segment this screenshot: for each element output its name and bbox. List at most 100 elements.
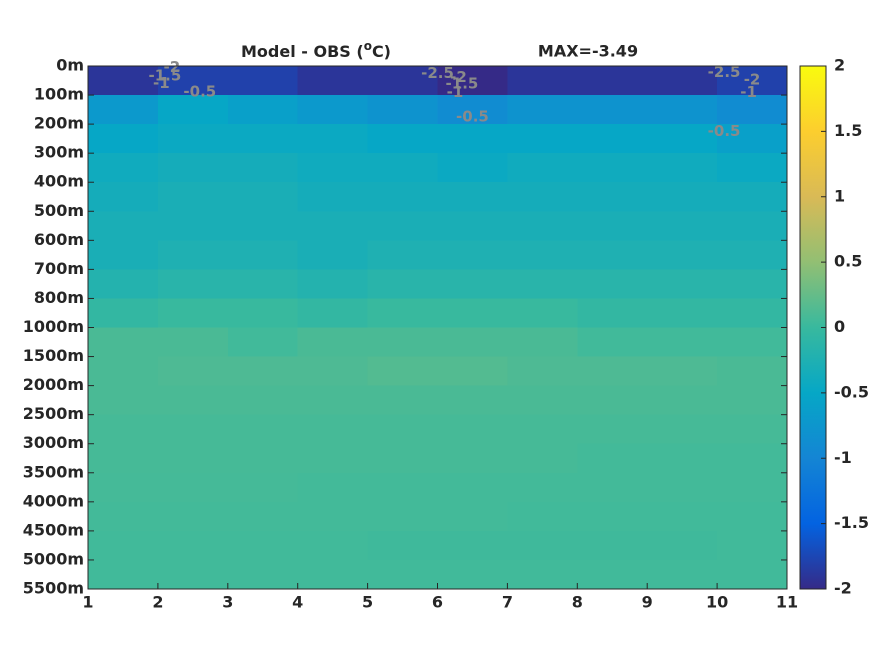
heat-cell: [88, 211, 159, 241]
heat-cell: [367, 240, 439, 270]
x-tick-label: 7: [502, 593, 513, 612]
heat-cell: [507, 530, 578, 561]
heat-cell: [227, 124, 299, 154]
heat-cell: [647, 356, 718, 387]
contour-label: -2: [744, 70, 761, 88]
heat-cell: [157, 182, 229, 212]
heat-cell: [88, 559, 159, 590]
heat-cell: [717, 385, 788, 416]
heat-cell: [717, 182, 788, 212]
heat-cell: [577, 501, 648, 532]
heat-cell: [157, 443, 229, 474]
heat-cell: [88, 385, 159, 416]
heat-cell: [717, 501, 788, 532]
heat-cell: [717, 211, 788, 241]
heat-cell: [577, 124, 648, 154]
heat-cell: [507, 240, 578, 270]
heat-cell: [507, 327, 578, 358]
heat-cell: [157, 124, 229, 154]
heat-cell: [157, 298, 229, 329]
heat-cell: [647, 327, 718, 358]
heat-cell: [647, 124, 718, 154]
y-tick-label: 5500m: [23, 579, 84, 598]
heat-cell: [227, 559, 299, 590]
heat-cell: [437, 211, 508, 241]
heat-cell: [157, 95, 229, 125]
heat-cell: [88, 66, 159, 96]
heat-cell: [437, 95, 508, 125]
x-tick-label: 9: [642, 593, 653, 612]
heat-cell: [367, 269, 439, 300]
heat-cell: [717, 443, 788, 474]
x-tick-label: 8: [572, 593, 583, 612]
colorbar-tick-label: -1.5: [834, 513, 869, 532]
colorbar-tick-label: 1.5: [834, 121, 862, 140]
heat-cell: [88, 530, 159, 561]
title-prefix: Model - OBS (: [241, 42, 364, 61]
heat-cell: [367, 182, 439, 212]
heat-cell: [367, 356, 439, 387]
heat-cell: [437, 443, 508, 474]
heat-cell: [647, 95, 718, 125]
heat-cell: [717, 472, 788, 503]
heat-cell: [577, 385, 648, 416]
heat-cell: [297, 269, 369, 300]
heat-cell: [437, 124, 508, 154]
colorbar-tick-label: 0: [834, 317, 845, 336]
heat-cell: [577, 414, 648, 445]
heat-cell: [647, 298, 718, 329]
contour-label: -0.5: [708, 122, 741, 140]
y-tick-label: 300m: [34, 143, 84, 162]
heat-cell: [717, 269, 788, 300]
heat-cell: [367, 298, 439, 329]
heat-cell: [437, 472, 508, 503]
heat-cell: [157, 559, 229, 590]
y-tick-label: 600m: [34, 230, 84, 249]
heat-cell: [297, 559, 369, 590]
heat-cell: [577, 559, 648, 590]
heatmap: [88, 66, 788, 590]
heat-cell: [297, 66, 369, 96]
heat-cell: [717, 240, 788, 270]
heat-cell: [367, 530, 439, 561]
heat-cell: [297, 443, 369, 474]
heat-cell: [227, 95, 299, 125]
x-tick-label: 4: [292, 593, 303, 612]
x-tick-label: 10: [706, 593, 728, 612]
y-tick-label: 3000m: [23, 433, 84, 452]
heat-cell: [437, 327, 508, 358]
heat-cell: [88, 327, 159, 358]
heat-cell: [437, 66, 508, 96]
heat-cell: [577, 95, 648, 125]
heat-cell: [437, 385, 508, 416]
heat-cell: [227, 472, 299, 503]
x-tick-label: 1: [82, 593, 93, 612]
heat-cell: [157, 501, 229, 532]
heat-cell: [297, 472, 369, 503]
heat-cell: [297, 298, 369, 329]
heat-cell: [507, 95, 578, 125]
heat-cell: [227, 530, 299, 561]
heat-cell: [717, 124, 788, 154]
heat-cell: [507, 298, 578, 329]
heat-cell: [437, 530, 508, 561]
heat-cell: [88, 356, 159, 387]
heat-cell: [717, 298, 788, 329]
y-tick-label: 5000m: [23, 549, 84, 568]
heat-cell: [507, 124, 578, 154]
contour-label: -2: [450, 68, 467, 86]
contour-label: -0.5: [183, 83, 216, 101]
y-tick-label: 0m: [56, 56, 84, 75]
contour-label: -1.5: [446, 75, 479, 93]
heat-cell: [717, 327, 788, 358]
y-tick-label: 100m: [34, 85, 84, 104]
contour-label: -0.5: [456, 107, 489, 125]
heat-cell: [647, 66, 718, 96]
heat-cell: [88, 153, 159, 183]
heat-cell: [717, 95, 788, 125]
heat-cell: [157, 211, 229, 241]
colorbar-tick-label: 2: [834, 56, 845, 75]
heat-cell: [157, 414, 229, 445]
heat-cell: [647, 153, 718, 183]
heat-cell: [507, 356, 578, 387]
